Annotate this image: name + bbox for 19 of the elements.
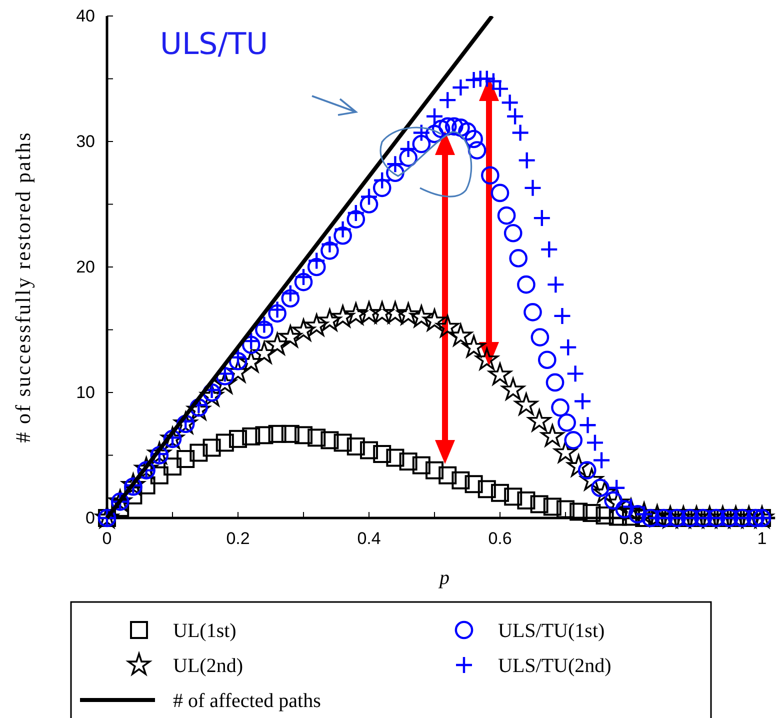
x-tick-label: 0.2 xyxy=(226,529,250,548)
x-tick-label: 1 xyxy=(757,529,767,548)
y-tick-label: 30 xyxy=(76,132,95,151)
legend-label: UL(2nd) xyxy=(173,655,243,677)
legend-label: # of affected paths xyxy=(173,690,322,712)
x-axis-title: p xyxy=(438,567,450,589)
x-tick-label: 0.6 xyxy=(488,529,512,548)
x-tick-label: 0 xyxy=(102,529,112,548)
y-axis-title: # of successfully restored paths xyxy=(11,131,35,443)
legend-label: UL(1st) xyxy=(173,620,236,642)
legend-label: ULS/TU(1st) xyxy=(498,620,605,642)
y-tick-label: 0 xyxy=(86,508,95,528)
y-tick-label: 20 xyxy=(76,257,95,276)
y-tick-label: 10 xyxy=(76,382,95,402)
x-tick-label: 0.8 xyxy=(619,529,643,548)
y-tick-label: 40 xyxy=(76,6,95,26)
annotation: ULS/TU xyxy=(160,27,268,62)
x-tick-label: 0.4 xyxy=(357,529,381,548)
legend-label: ULS/TU(2nd) xyxy=(498,655,612,677)
